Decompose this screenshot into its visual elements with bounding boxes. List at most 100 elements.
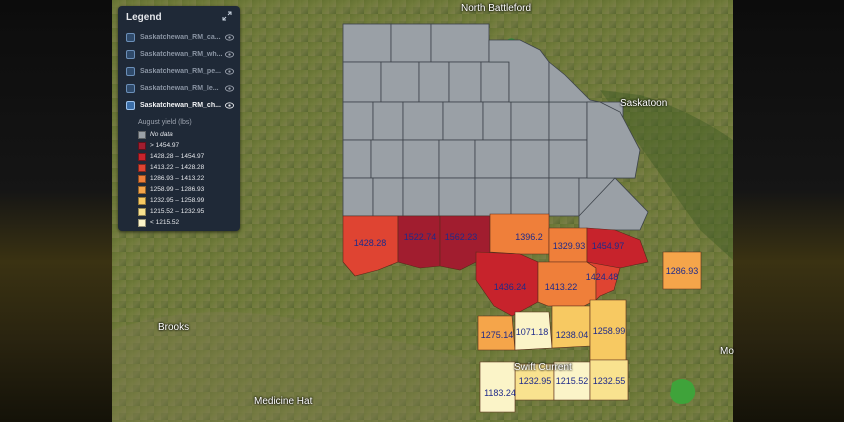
layer-row[interactable]: Saskatchewan_RM_pe... bbox=[126, 65, 234, 77]
no-data-region[interactable] bbox=[474, 139, 512, 179]
no-data-region[interactable] bbox=[510, 101, 550, 141]
yield-region[interactable] bbox=[479, 361, 516, 413]
no-data-region[interactable] bbox=[402, 177, 440, 217]
yield-region-label: 1215.52 bbox=[556, 376, 589, 386]
legend-class-label: < 1215.52 bbox=[150, 219, 180, 226]
no-data-region[interactable] bbox=[548, 177, 580, 217]
no-data-region[interactable] bbox=[448, 61, 482, 103]
no-data-region[interactable] bbox=[510, 139, 550, 179]
background-left-panel bbox=[0, 0, 112, 422]
layer-row[interactable]: Saskatchewan_RM_wh... bbox=[126, 48, 234, 60]
yield-region-label: 1454.97 bbox=[592, 241, 625, 251]
no-data-region[interactable] bbox=[372, 101, 404, 141]
legend-swatch bbox=[138, 207, 146, 216]
no-data-region[interactable] bbox=[342, 177, 374, 217]
layer-row[interactable]: Saskatchewan_RM_ca... bbox=[126, 31, 234, 43]
no-data-region[interactable] bbox=[442, 101, 484, 141]
legend-class: 1428.28 – 1454.97 bbox=[138, 152, 204, 161]
no-data-region[interactable] bbox=[402, 139, 440, 179]
layer-name: Saskatchewan_RM_wh... bbox=[140, 50, 223, 58]
yield-region-label: 1071.18 bbox=[516, 327, 549, 337]
yield-region-label: 1232.95 bbox=[519, 376, 552, 386]
yield-regions[interactable] bbox=[342, 213, 702, 413]
lake-green bbox=[670, 379, 696, 404]
legend-swatch bbox=[138, 218, 146, 227]
yield-region-label: 1428.28 bbox=[354, 238, 387, 248]
yield-region-label: 1522.74 bbox=[404, 232, 437, 242]
layer-icon bbox=[126, 100, 135, 110]
layer-name: Saskatchewan_RM_pe... bbox=[140, 67, 221, 75]
no-data-region[interactable] bbox=[430, 23, 490, 63]
layer-icon bbox=[126, 32, 135, 42]
yield-region[interactable] bbox=[551, 305, 591, 349]
layer-name: Saskatchewan_RM_le... bbox=[140, 84, 219, 92]
no-data-region[interactable] bbox=[482, 101, 512, 141]
no-data-region[interactable] bbox=[510, 177, 550, 217]
legend-swatch bbox=[138, 130, 146, 139]
no-data-region[interactable] bbox=[390, 23, 432, 63]
yield-region[interactable] bbox=[662, 251, 702, 290]
dry-plain-area bbox=[112, 312, 470, 422]
visibility-eye-icon[interactable] bbox=[225, 101, 234, 109]
place-label: Saskatoon bbox=[620, 98, 668, 109]
legend-class-label: 1232.95 – 1258.99 bbox=[150, 197, 205, 204]
map-canvas[interactable]: 1428.28 1522.74 1562.23 1396.2 1329.93 1454.9… bbox=[112, 0, 733, 422]
legend-class: No data bbox=[138, 130, 173, 139]
no-data-region[interactable] bbox=[380, 61, 420, 103]
legend-class-label: 1258.99 – 1286.93 bbox=[150, 186, 205, 193]
legend-subtitle: August yield (lbs) bbox=[138, 119, 192, 126]
no-data-region[interactable] bbox=[402, 101, 444, 141]
legend-panel: Legend Saskatchewan_RM_ca... Saskatchewa… bbox=[118, 6, 240, 231]
visibility-eye-icon[interactable] bbox=[225, 33, 234, 41]
yield-region-label: 1238.04 bbox=[556, 330, 589, 340]
legend-class-label: No data bbox=[150, 131, 173, 138]
legend-swatch bbox=[138, 141, 146, 150]
legend-class: 1286.93 – 1413.22 bbox=[138, 174, 204, 183]
place-label: Swift Current bbox=[514, 362, 572, 373]
legend-class: > 1454.97 bbox=[138, 141, 179, 150]
yield-region-label: 1232.55 bbox=[593, 376, 626, 386]
legend-swatch bbox=[138, 174, 146, 183]
yield-region-label: 1396.2 bbox=[515, 232, 543, 242]
yield-region-label: 1286.93 bbox=[666, 266, 699, 276]
visibility-eye-icon[interactable] bbox=[225, 50, 234, 58]
minimize-icon[interactable] bbox=[222, 11, 232, 21]
no-data-region[interactable] bbox=[342, 23, 392, 63]
layer-row[interactable]: Saskatchewan_RM_le... bbox=[126, 82, 234, 94]
yield-region[interactable] bbox=[589, 359, 629, 401]
layer-row-active[interactable]: Saskatchewan_RM_ch... bbox=[126, 99, 234, 111]
no-data-region[interactable] bbox=[474, 177, 512, 217]
yield-region-label: 1424.48 bbox=[586, 272, 619, 282]
yield-region[interactable] bbox=[489, 213, 550, 255]
legend-class-label: 1428.28 – 1454.97 bbox=[150, 153, 205, 160]
yield-region-label: 1562.23 bbox=[445, 232, 478, 242]
no-data-region[interactable] bbox=[370, 139, 404, 179]
legend-title: Legend bbox=[126, 12, 162, 23]
legend-class-label: 1286.93 – 1413.22 bbox=[150, 175, 205, 182]
no-data-region[interactable] bbox=[548, 139, 588, 179]
yield-region-label: 1413.22 bbox=[545, 282, 578, 292]
yield-region[interactable] bbox=[586, 261, 621, 301]
no-data-region[interactable] bbox=[438, 177, 476, 217]
legend-class-label: > 1454.97 bbox=[150, 142, 180, 149]
no-data-region[interactable] bbox=[480, 61, 510, 103]
place-label: Brooks bbox=[158, 322, 190, 333]
no-data-region[interactable] bbox=[418, 61, 450, 103]
yield-labels: 1428.28 1522.74 1562.23 1396.2 1329.93 1454.9… bbox=[354, 232, 699, 398]
no-data-region[interactable] bbox=[586, 101, 641, 179]
no-data-region[interactable] bbox=[548, 101, 588, 141]
no-data-region[interactable] bbox=[342, 139, 372, 179]
legend-class: 1232.95 – 1258.99 bbox=[138, 196, 204, 205]
legend-class: 1413.22 – 1428.28 bbox=[138, 163, 204, 172]
no-data-region[interactable] bbox=[548, 61, 601, 103]
no-data-region[interactable] bbox=[342, 61, 382, 103]
visibility-eye-icon[interactable] bbox=[225, 67, 234, 75]
legend-class: 1215.52 – 1232.95 bbox=[138, 207, 204, 216]
no-data-region[interactable] bbox=[342, 101, 374, 141]
no-data-region[interactable] bbox=[438, 139, 476, 179]
yield-region[interactable] bbox=[397, 215, 441, 269]
no-data-region[interactable] bbox=[372, 177, 404, 217]
visibility-eye-icon[interactable] bbox=[225, 84, 234, 92]
yield-region[interactable] bbox=[475, 251, 539, 317]
legend-class-label: 1413.22 – 1428.28 bbox=[150, 164, 205, 171]
